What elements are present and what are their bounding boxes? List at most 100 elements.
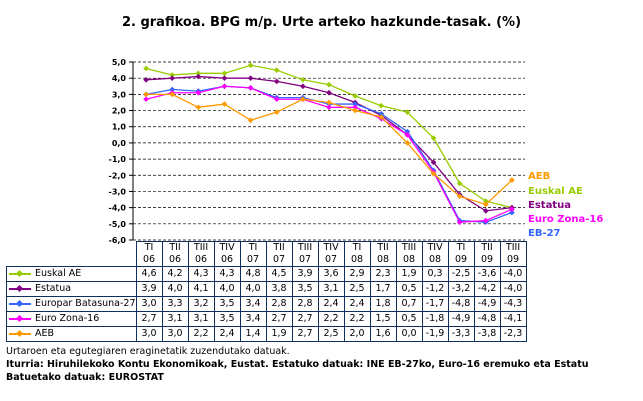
data-label: 2,8	[265, 296, 293, 312]
data-point	[169, 86, 176, 93]
data-label: 0,0	[395, 326, 423, 342]
data-point	[352, 107, 358, 114]
data-table: TI 06 TII 06 TIII 06 TIV 06 TI 07 TII 07 TIII 07 TIV 07…	[6, 241, 527, 342]
data-label: 1,5	[369, 311, 397, 327]
data-label: 4,3	[213, 266, 241, 282]
data-label: 1,6	[369, 326, 397, 342]
data-label: 2,2	[343, 311, 371, 327]
end-label: AEB	[528, 171, 550, 182]
data-label: 2,7	[291, 311, 319, 327]
chart-title: 2. grafikoa. BPG m/p. Urte arteko hazkun…	[121, 15, 522, 30]
data-label: 0,5	[395, 311, 423, 327]
data-label: -3,3	[447, 326, 475, 342]
data-point	[326, 89, 332, 96]
category-label: TI 07	[239, 241, 267, 267]
data-point	[378, 102, 385, 109]
data-label: 1,9	[395, 266, 423, 282]
data-label: 3,0	[161, 326, 189, 342]
data-label: 3,5	[213, 311, 241, 327]
legend-marker-icon	[9, 284, 31, 292]
category-label: TIII 09	[499, 241, 527, 267]
data-label: -4,3	[499, 296, 527, 312]
data-label: 3,9	[135, 281, 163, 297]
legend-entry: AEB	[6, 326, 137, 342]
data-point	[169, 75, 176, 82]
data-point	[482, 217, 489, 224]
table-row: Euskal AE 4,6 4,2 4,3 4,3 4,8 4,5 3,9 3,6 2,9 2,3 1…	[6, 266, 527, 282]
data-label: 4,3	[187, 266, 215, 282]
category-label: TI 08	[343, 241, 371, 267]
data-point	[221, 75, 228, 82]
category-label: TII 07	[265, 241, 293, 267]
data-point	[143, 96, 149, 103]
data-point	[195, 73, 202, 80]
legend-entry: Estatua	[6, 281, 137, 297]
data-point	[195, 104, 202, 111]
y-tick-label: 1,0	[112, 123, 127, 132]
category-label: TIII 06	[187, 241, 215, 267]
table-row: Estatua 3,9 4,0 4,1 4,0 4,0 3,8 3,5 3,1 2,5 1,7 0,5…	[6, 281, 527, 297]
data-point	[326, 81, 332, 88]
data-label: -4,0	[499, 281, 527, 297]
y-tick-label: 4,0	[112, 74, 127, 83]
source-line-2: Batuetako datuak: EUROSTAT	[6, 372, 164, 383]
data-point	[221, 83, 228, 90]
y-tick-label: -5,0	[109, 220, 127, 229]
data-label: -3,8	[473, 326, 501, 342]
data-label: 3,6	[317, 266, 345, 282]
table-row: AEB 3,0 3,0 2,2 2,4 1,4 1,9 2,7 2,5 2,0 1,6 0,0 -1,9…	[6, 326, 527, 342]
data-point	[326, 99, 332, 106]
data-label: 3,1	[187, 311, 215, 327]
data-point	[221, 70, 228, 77]
data-label: 3,9	[291, 266, 319, 282]
data-label: 2,0	[343, 326, 371, 342]
data-point	[430, 170, 437, 177]
data-label: 3,4	[239, 311, 267, 327]
data-point	[482, 208, 489, 214]
end-label: EB-27	[528, 228, 561, 239]
data-point	[456, 180, 463, 187]
data-label: 3,1	[161, 311, 189, 327]
data-label: -1,9	[421, 326, 449, 342]
data-point	[169, 72, 176, 78]
data-point	[326, 104, 332, 111]
data-label: -1,7	[421, 296, 449, 312]
category-label: TIII 08	[395, 241, 423, 267]
data-point	[430, 159, 437, 166]
data-label: -2,5	[447, 266, 475, 282]
data-label: -4,8	[473, 311, 501, 327]
data-label: -4,2	[473, 281, 501, 297]
legend-entry: Euskal AE	[6, 266, 137, 282]
data-label: 3,4	[239, 296, 267, 312]
end-label: Euskal AE	[528, 186, 583, 197]
data-label: 3,0	[135, 326, 163, 342]
category-label: TII 06	[161, 241, 189, 267]
data-label: 0,7	[395, 296, 423, 312]
footnote: Urtaroen eta egutegiaren eraginetatik zu…	[6, 346, 290, 357]
data-label: 4,0	[161, 281, 189, 297]
data-label: 0,5	[395, 281, 423, 297]
legend-entry: Euro Zona-16	[6, 311, 137, 327]
data-label: 3,8	[265, 281, 293, 297]
data-point	[247, 75, 254, 82]
data-point	[509, 206, 515, 213]
data-label: 4,0	[239, 281, 267, 297]
data-point	[404, 131, 411, 138]
data-point	[430, 135, 437, 141]
data-point	[273, 109, 280, 115]
data-point	[195, 70, 202, 77]
category-label: TI 06	[135, 241, 163, 267]
category-label: TIV 08	[421, 241, 449, 267]
category-label: TII 09	[473, 241, 501, 267]
data-label: 2,4	[343, 296, 371, 312]
table-row: Europar Batasuna-27 3,0 3,3 3,2 3,5 3,4 2,8 2,8…	[6, 296, 527, 312]
data-point	[273, 78, 280, 85]
data-point	[143, 65, 149, 72]
legend-marker-icon	[9, 269, 31, 277]
data-label: 4,6	[135, 266, 163, 282]
data-point	[378, 110, 385, 117]
data-point	[273, 96, 280, 103]
data-label: 2,3	[369, 266, 397, 282]
data-label: 3,2	[187, 296, 215, 312]
